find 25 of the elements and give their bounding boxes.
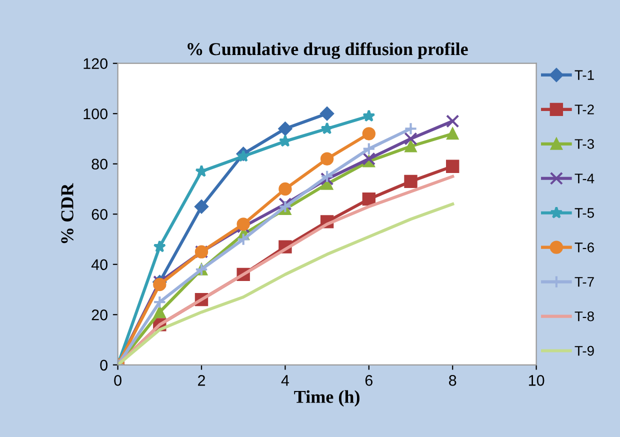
y-tick-label: 40: [91, 259, 108, 270]
y-tick-label: 120: [84, 58, 108, 70]
x-tick-label: 10: [528, 375, 544, 386]
legend-label: T-7: [574, 277, 594, 287]
legend-label: T-4: [574, 174, 594, 184]
legend-label: T-2: [574, 104, 594, 114]
y-axis-title: % CDR: [61, 183, 74, 244]
legend-label: T-9: [574, 346, 594, 356]
legend-label: T-1: [574, 70, 594, 80]
x-tick-label: 0: [114, 375, 122, 386]
x-tick-label: 4: [281, 375, 289, 386]
x-axis-title: Time (h): [294, 390, 360, 407]
y-tick-label: 20: [92, 310, 108, 320]
x-tick-label: 2: [198, 375, 205, 386]
y-tick-label: 60: [92, 209, 108, 220]
chart-title: % Cumulative drug diffusion profile: [188, 42, 468, 60]
x-tick-label: 6: [365, 375, 372, 386]
y-tick-label: 0: [100, 360, 108, 371]
y-tick-label: 80: [92, 158, 108, 170]
y-tick-label: 100: [84, 108, 108, 120]
legend-label: T-5: [574, 208, 594, 218]
legend-label: T-6: [574, 242, 594, 252]
legend-label: T-3: [574, 139, 594, 149]
x-tick-label: 8: [449, 375, 456, 386]
legend-label: T-8: [574, 311, 594, 322]
